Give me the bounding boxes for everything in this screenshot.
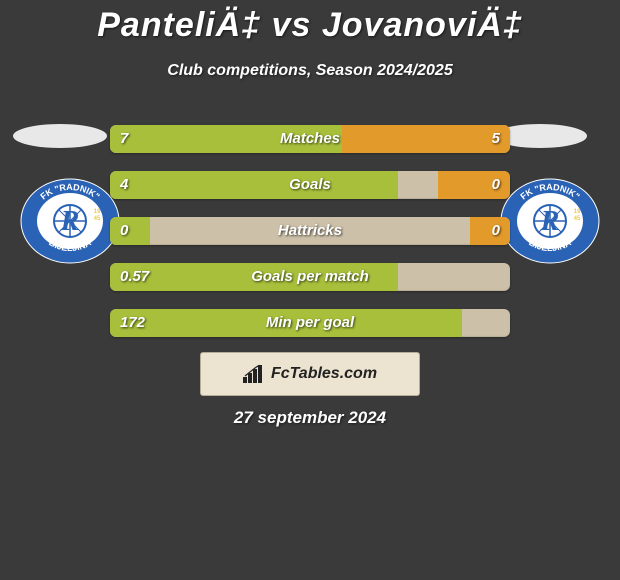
stat-row: Min per goal172 (110, 309, 510, 337)
brand-box: FcTables.com (200, 352, 420, 396)
bar-chart-icon (243, 365, 265, 383)
stat-row: Matches7 5 (110, 125, 510, 153)
stat-bars: Matches75Goals40Hattricks00Goals per mat… (110, 125, 510, 355)
stat-label: Goals per match (110, 268, 510, 285)
svg-text:19: 19 (94, 209, 101, 215)
svg-text:19: 19 (574, 209, 581, 215)
svg-text:45: 45 (574, 216, 581, 222)
svg-text:R: R (540, 206, 560, 237)
stat-value-left: 172 (120, 314, 145, 331)
brand-label: FcTables.com (271, 365, 377, 383)
club-badge-left: FK "RADNIK" BIJELJINA R 19 45 (20, 178, 120, 264)
stat-value-left: 4 (120, 176, 128, 193)
stat-value-left: 0.57 (120, 268, 149, 285)
player-left-ellipse (13, 124, 107, 148)
stat-value-right: 0 (492, 222, 500, 239)
svg-text:45: 45 (94, 216, 101, 222)
stat-row: Hattricks0 0 (110, 217, 510, 245)
stat-label: Goals (110, 176, 510, 193)
stat-label: Hattricks (110, 222, 510, 239)
svg-text:R: R (60, 206, 80, 237)
subtitle: Club competitions, Season 2024/2025 (0, 62, 620, 80)
page-title: PanteliÄ‡ vs JovanoviÄ‡ (0, 6, 620, 45)
comparison-infographic: PanteliÄ‡ vs JovanoviÄ‡ Club competition… (0, 0, 620, 580)
stat-label: Matches (110, 130, 510, 147)
stat-value-right: 0 (492, 176, 500, 193)
stat-row: Goals per match0.57 (110, 263, 510, 291)
stat-value-right: 5 (492, 130, 500, 147)
stat-label: Min per goal (110, 314, 510, 331)
date-label: 27 september 2024 (0, 408, 620, 428)
stat-value-left: 7 (120, 130, 128, 147)
stat-value-left: 0 (120, 222, 128, 239)
club-badge-right: FK "RADNIK" BIJELJINA R 19 45 (500, 178, 600, 264)
stat-row: Goals4 0 (110, 171, 510, 199)
